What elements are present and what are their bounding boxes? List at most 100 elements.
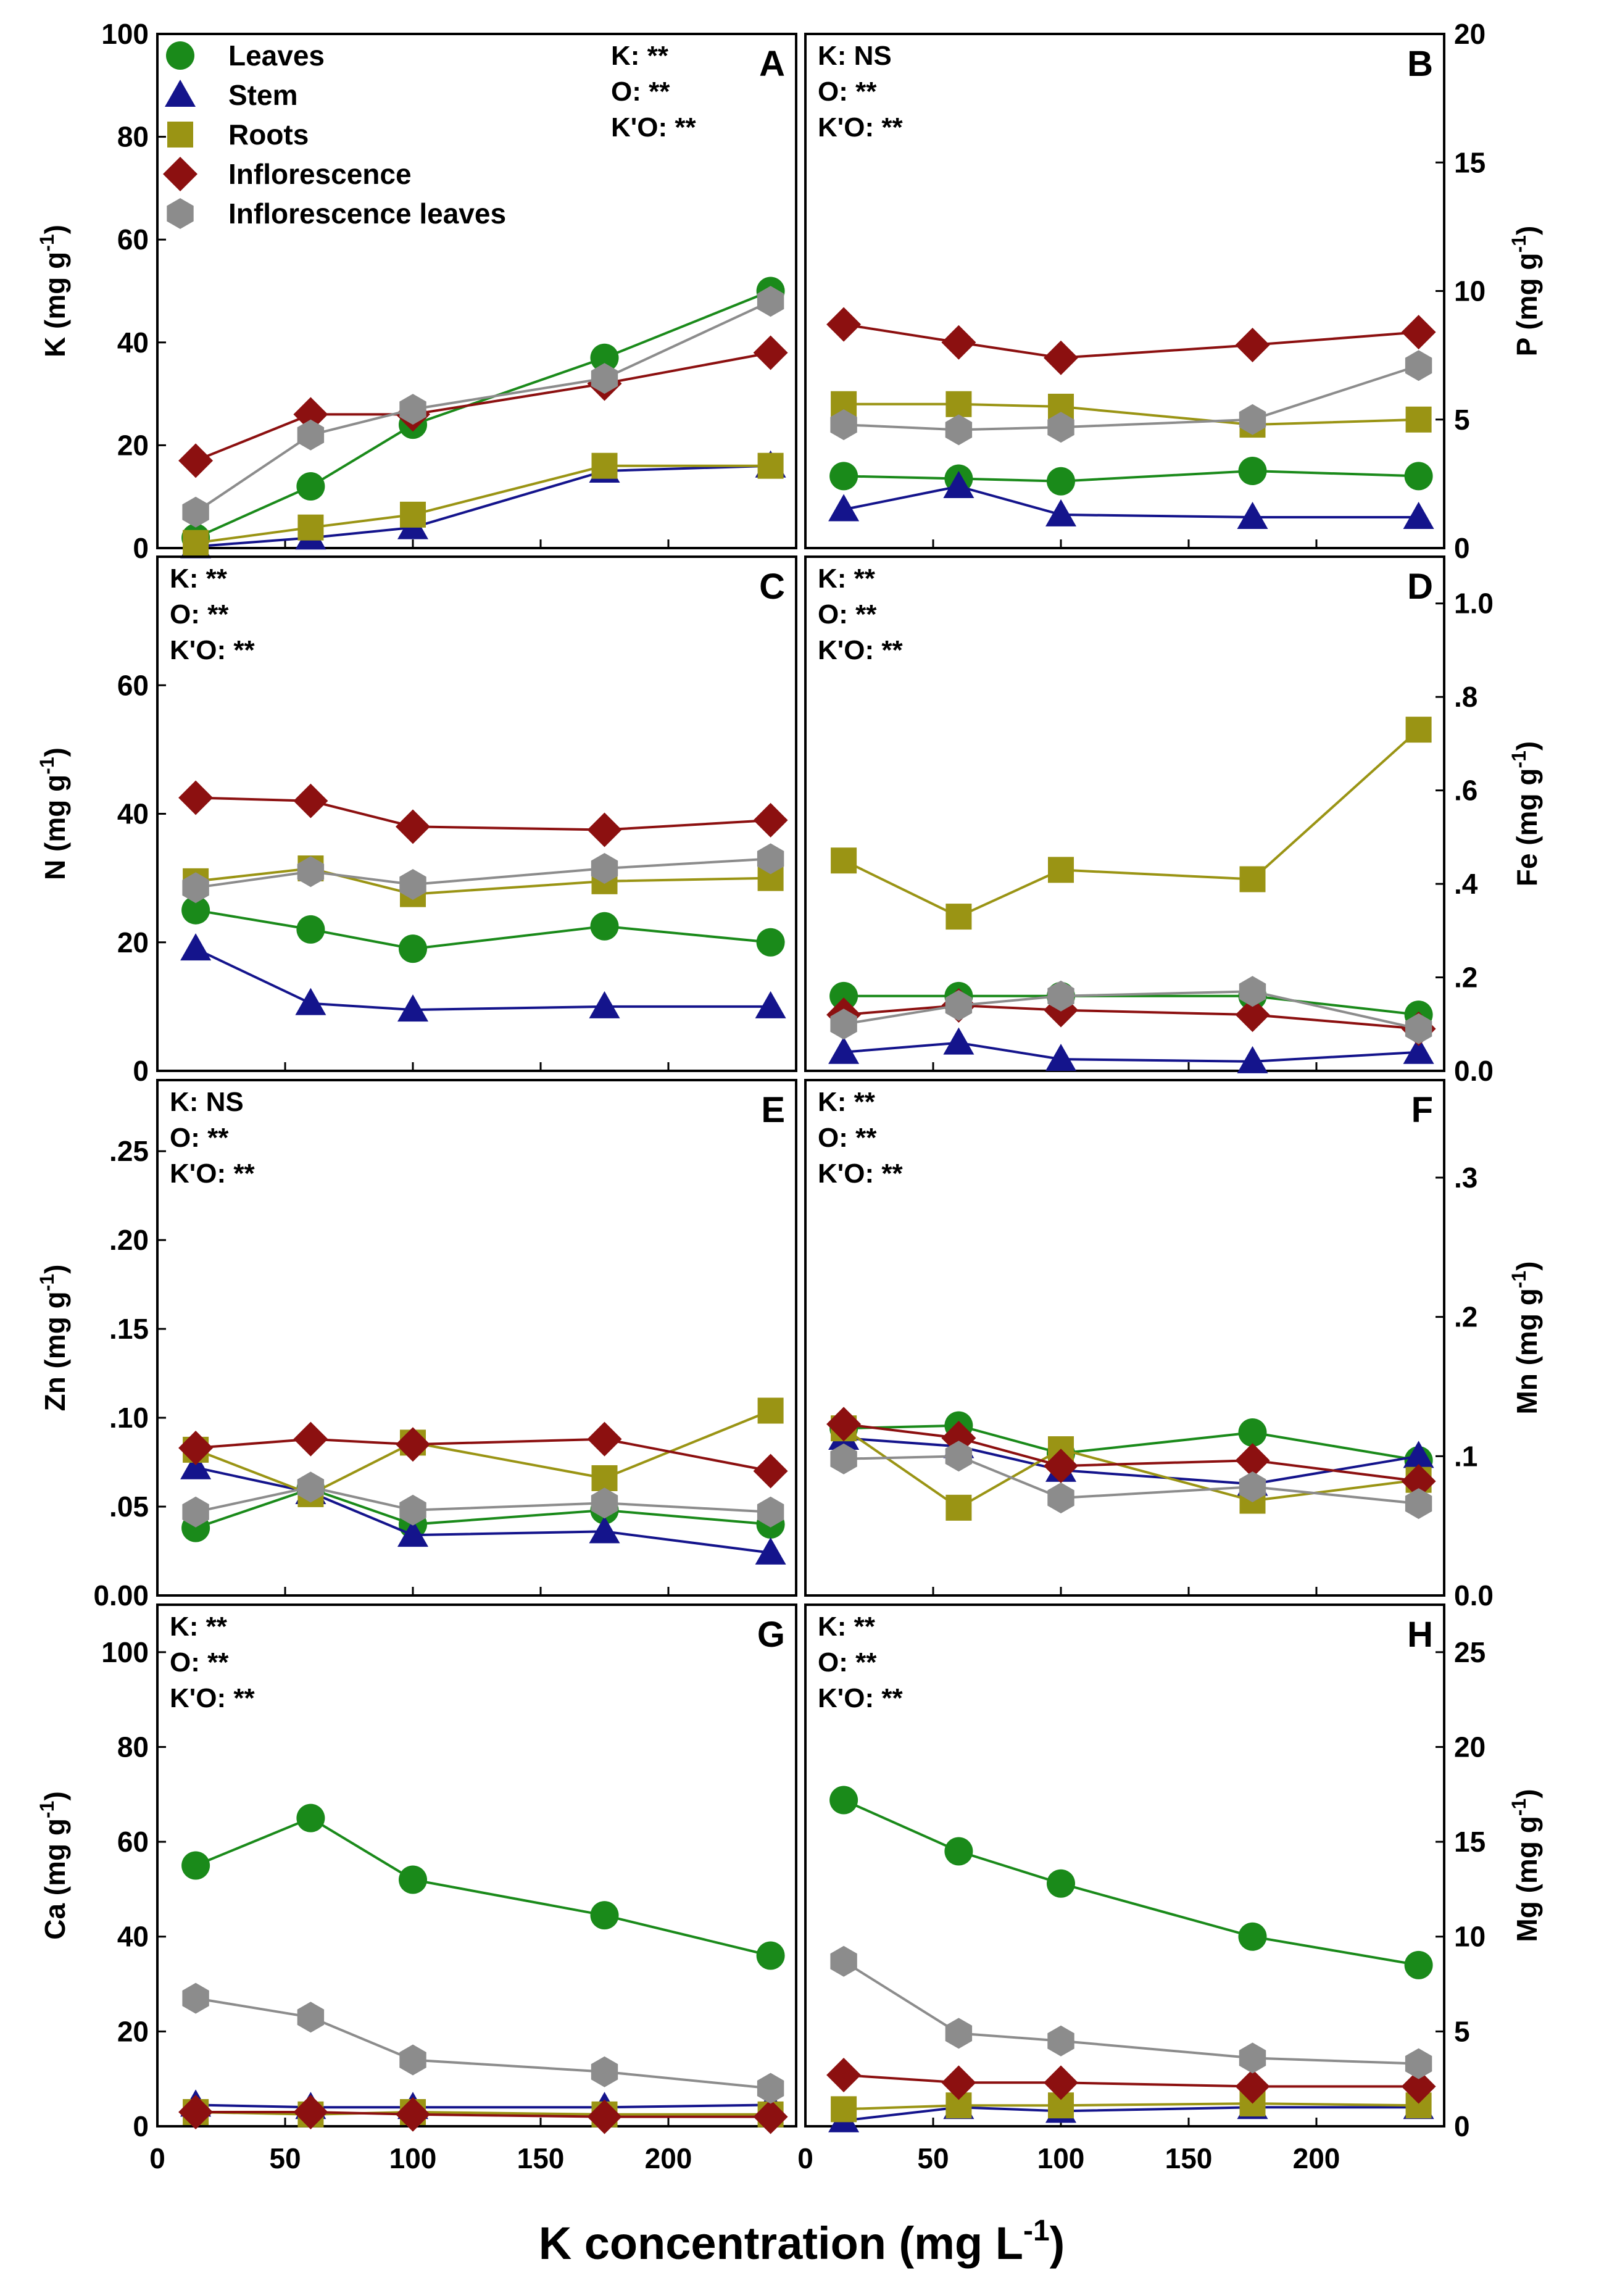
data-point-roots: [1405, 717, 1432, 743]
stat-label: K'O: **: [818, 1683, 903, 1713]
data-point-stem: [589, 1516, 620, 1544]
series-line-roots: [844, 402, 1419, 426]
stat-label: K'O: **: [170, 1683, 255, 1713]
x-tick-label: 50: [269, 2142, 301, 2174]
y-axis-label: Zn (mg g-1): [36, 1265, 71, 1412]
data-point-leaves: [399, 934, 427, 963]
legend-marker-roots: [167, 122, 193, 148]
data-point-stem: [1237, 502, 1268, 530]
series-line-inflorescence: [196, 796, 771, 831]
data-point-stem: [828, 494, 860, 522]
data-point-leaves: [1238, 1418, 1267, 1447]
series-line-leaves: [843, 1799, 1419, 1966]
data-point-leaves: [1047, 467, 1075, 496]
y-tick-label: .6: [1454, 775, 1477, 807]
data-point-roots: [831, 847, 857, 874]
panel-frame: [156, 555, 797, 1072]
x-tick-label: 0: [797, 2142, 813, 2174]
x-tick-label: 200: [645, 2142, 692, 2174]
y-tick-label: .20: [109, 1224, 149, 1256]
y-tick-label: 80: [117, 1731, 149, 1763]
data-point-stem: [397, 1520, 428, 1547]
data-point-inflorescence-leaves: [1047, 1483, 1074, 1513]
data-point-leaves: [399, 1865, 427, 1894]
panel-frame: [156, 1603, 797, 2128]
data-point-inflorescence-leaves: [591, 363, 618, 394]
data-point-stem: [589, 991, 620, 1018]
y-tick-label: .3: [1454, 1162, 1477, 1194]
y-tick-label: 20: [1454, 1731, 1486, 1763]
y-tick-label: 20: [117, 926, 149, 959]
stat-label: K: **: [170, 564, 228, 594]
data-point-stem: [295, 988, 326, 1015]
stat-label: K'O: **: [818, 1158, 903, 1189]
data-point-roots: [297, 514, 324, 541]
y-axis-label: K (mg g-1): [36, 225, 71, 357]
data-point-leaves: [1404, 1950, 1433, 1979]
panel-frame: [804, 555, 1445, 1072]
data-point-inflorescence: [1044, 340, 1078, 375]
y-tick-label: 40: [117, 1921, 149, 1953]
y-tick-label: 100: [101, 18, 149, 50]
data-point-inflorescence-leaves: [182, 872, 209, 904]
data-point-leaves: [590, 912, 619, 941]
data-point-inflorescence-leaves: [591, 1487, 618, 1519]
y-tick-label: .2: [1454, 1301, 1477, 1333]
panel-f: 0.0 .1 .2 .3 Mn (mg g-1) K: ** O: ** K'O: ** F: [804, 1079, 1543, 1612]
stat-label: O: **: [170, 1123, 229, 1153]
data-point-inflorescence: [753, 335, 788, 370]
data-point-inflorescence-leaves: [757, 1496, 784, 1528]
legend-label-stem: Stem: [228, 79, 297, 111]
data-point-roots: [400, 501, 426, 528]
data-point-stem: [397, 994, 428, 1022]
data-point-inflorescence-leaves: [182, 1982, 209, 2014]
y-tick-label: 5: [1454, 2015, 1470, 2047]
series-line-inflorescence: [843, 323, 1419, 359]
data-point-inflorescence-leaves: [757, 286, 784, 317]
y-tick-label: 60: [117, 669, 149, 701]
panel-frame: [804, 33, 1445, 549]
stat-label: K: **: [611, 41, 669, 71]
panel-letter: E: [761, 1090, 785, 1130]
data-point-inflorescence-leaves: [830, 1009, 857, 1040]
panel-b: 0 5 10 15 20 P (mg g-1) K: NS O: ** K'O: ** B: [804, 18, 1543, 564]
data-point-inflorescence-leaves: [1047, 980, 1074, 1012]
data-point-inflorescence: [753, 2099, 788, 2134]
y-tick-label: .4: [1454, 868, 1478, 900]
data-point-inflorescence: [1401, 315, 1436, 350]
panel-letter: B: [1407, 44, 1433, 84]
data-point-leaves: [829, 462, 858, 491]
series-line-roots: [843, 728, 1419, 918]
series-line-inflorescence: [195, 351, 771, 462]
series-line-leaves: [844, 469, 1419, 483]
data-point-stem: [828, 1036, 860, 1064]
y-axis-label: Ca (mg g-1): [36, 1791, 71, 1940]
data-point-inflorescence: [396, 809, 430, 844]
y-tick-label: .10: [109, 1402, 149, 1434]
x-tick-label: 200: [1293, 2142, 1340, 2174]
data-point-inflorescence: [1401, 2069, 1436, 2104]
data-point-inflorescence: [753, 1454, 788, 1489]
series-line-leaves: [195, 289, 771, 539]
x-tick-label: 0: [149, 2142, 165, 2174]
data-point-inflorescence-leaves: [591, 2056, 618, 2087]
y-tick-label: .15: [109, 1313, 149, 1345]
stat-label: K: **: [818, 1087, 876, 1117]
y-tick-label: 15: [1454, 146, 1486, 178]
data-point-inflorescence: [941, 2065, 976, 2100]
panel-c: 0 20 40 60 N (mg g-1) K: ** O: ** K'O: ** C: [36, 555, 797, 1087]
panel-letter: G: [757, 1615, 785, 1655]
panel-frame: [804, 1603, 1445, 2128]
data-point-inflorescence: [178, 1431, 214, 1466]
data-point-inflorescence: [587, 2099, 622, 2134]
data-point-leaves: [1238, 457, 1267, 486]
data-point-leaves: [296, 472, 325, 501]
data-point-stem: [180, 1452, 212, 1479]
data-point-inflorescence-leaves: [1405, 350, 1432, 381]
data-point-inflorescence-leaves: [945, 990, 973, 1021]
data-point-roots: [757, 452, 784, 479]
stat-label: K'O: **: [818, 635, 903, 665]
data-point-inflorescence: [941, 325, 976, 360]
stat-label: K: **: [818, 1612, 876, 1642]
